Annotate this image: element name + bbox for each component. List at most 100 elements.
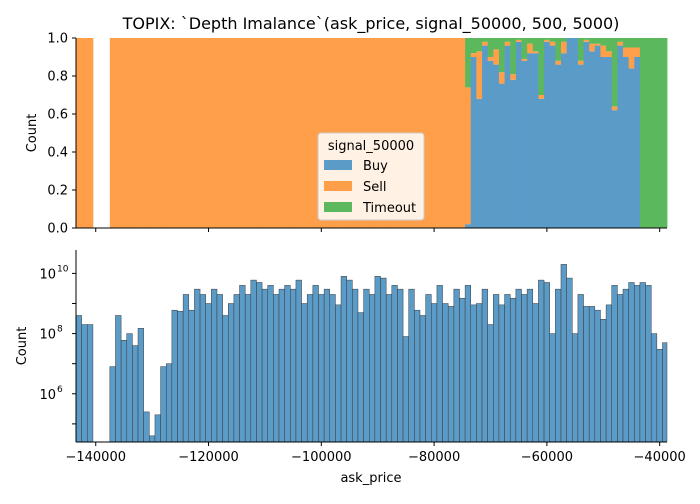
histogram-bar (402, 336, 409, 443)
top-bar-timeout (656, 38, 663, 228)
top-bar-sell (617, 41, 624, 46)
top-bar-sell (431, 38, 438, 228)
top-bar-timeout (600, 38, 607, 46)
top-bar-sell (470, 53, 477, 57)
legend-swatch-timeout (324, 202, 352, 212)
top-bar-buy (628, 68, 635, 229)
top-bar-sell (425, 38, 432, 228)
histogram-bar (109, 366, 116, 443)
histogram-bar (577, 294, 584, 443)
histogram-bar (560, 264, 567, 443)
top-bar-buy (566, 38, 573, 228)
top-bar-timeout (645, 38, 652, 228)
histogram-bar (487, 324, 494, 443)
top-bar-timeout (639, 38, 646, 228)
top-bar-timeout (527, 38, 534, 44)
top-y-tick-label: 0.2 (47, 184, 68, 199)
histogram-bar (408, 288, 415, 443)
legend-title: signal_50000 (328, 139, 414, 154)
top-bar-sell (493, 49, 500, 65)
histogram-bar (447, 306, 455, 443)
top-bar-sell (515, 39, 522, 42)
histogram-bar (267, 285, 274, 443)
histogram-bar (380, 277, 387, 443)
top-bar-buy (487, 60, 494, 228)
top-bar-timeout (577, 38, 584, 61)
top-bar-sell (577, 60, 584, 65)
top-bar-buy (577, 64, 584, 228)
histogram-bar (171, 309, 178, 443)
top-bar-buy (504, 45, 511, 228)
top-y-tick-label: 1.0 (47, 32, 68, 47)
histogram-bar (154, 414, 161, 443)
legend-frame (317, 132, 425, 221)
histogram-bar (515, 288, 522, 443)
top-bar-sell (222, 38, 229, 228)
histogram-bar (374, 276, 381, 443)
top-bar-sell (211, 38, 218, 228)
histogram-bar (634, 285, 641, 443)
histogram-bar (352, 288, 359, 443)
top-bar-sell (532, 51, 539, 54)
bottom-y-tick-exponent: 6 (57, 385, 63, 395)
top-bar-sell (465, 87, 472, 225)
top-bar-buy (482, 45, 489, 228)
top-bar-sell (544, 39, 551, 42)
top-bar-sell (245, 38, 252, 228)
histogram-bar (436, 285, 443, 443)
histogram-bar (87, 324, 94, 443)
x-tick-label: −140000 (65, 450, 126, 465)
top-bar-buy (583, 41, 590, 228)
histogram-bar (357, 312, 364, 443)
histogram-bar (346, 279, 353, 443)
histogram-bar (650, 333, 658, 443)
top-bar-timeout (560, 38, 568, 42)
histogram-bar (228, 303, 235, 443)
top-bar-timeout (611, 38, 618, 107)
histogram-bar (149, 435, 156, 443)
top-bar-timeout (493, 38, 500, 50)
top-bar-timeout (549, 38, 556, 42)
top-bar-sell (290, 38, 297, 228)
top-bar-sell (228, 38, 235, 228)
top-y-tick-label: 0.6 (47, 108, 68, 123)
top-bar-buy (544, 41, 551, 228)
top-bar-sell (623, 47, 630, 57)
top-bar-buy (617, 45, 624, 228)
top-bar-buy (510, 79, 517, 228)
histogram-bar (81, 324, 88, 443)
histogram-bar (414, 309, 421, 443)
histogram-bar (160, 366, 167, 443)
top-bar-buy (521, 60, 528, 228)
top-bar-sell (504, 41, 511, 46)
histogram-bar (318, 294, 325, 443)
histogram-bar (250, 279, 257, 443)
histogram-bar (143, 411, 150, 443)
histogram-bar (504, 294, 511, 443)
top-bar-sell (459, 38, 466, 228)
histogram-bar (182, 294, 190, 443)
top-bar-sell (448, 38, 455, 228)
top-y-axis-label: Count (25, 114, 40, 153)
legend-label-sell: Sell (363, 180, 386, 195)
histogram-bar (645, 285, 652, 443)
histogram-bar (622, 288, 629, 443)
top-bar-sell (606, 51, 613, 57)
histogram-bar (594, 309, 601, 443)
x-tick-label: −100000 (291, 450, 352, 465)
top-bar-sell (81, 38, 88, 228)
top-bar-sell (487, 57, 494, 61)
histogram-bar (363, 288, 370, 443)
top-bar-sell (121, 38, 128, 228)
top-bar-sell (250, 38, 257, 228)
top-bar-sell (273, 38, 280, 228)
histogram-bar (628, 282, 635, 443)
top-bar-timeout (623, 38, 630, 48)
histogram-bar (132, 345, 139, 443)
top-bar-buy (515, 41, 522, 228)
top-bar-buy (465, 224, 472, 228)
bottom-y-tick-label: 10 (39, 388, 56, 403)
top-bar-sell (216, 38, 224, 228)
top-bar-sell (301, 38, 308, 228)
histogram-bar (481, 288, 488, 443)
